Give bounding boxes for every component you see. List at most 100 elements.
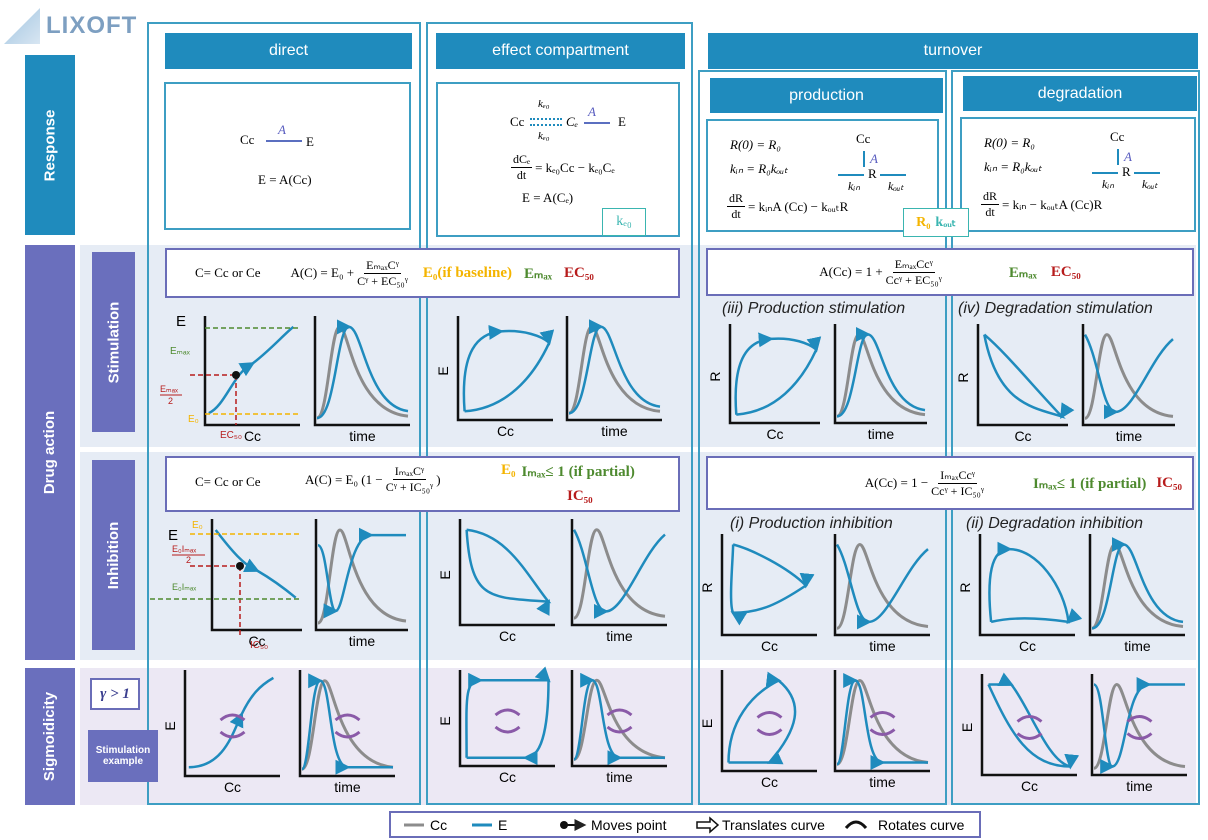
logo-text: LIXOFT bbox=[46, 12, 138, 39]
axes bbox=[183, 670, 280, 778]
x-axis-label: time bbox=[606, 628, 633, 644]
fraction: dCₑ dt bbox=[511, 152, 533, 183]
text: = kₑ₀Cc − kₑ₀Cₑ bbox=[535, 159, 615, 175]
gamma-box: γ > 1 bbox=[90, 678, 140, 710]
fraction: IₘₐₓCᵞ Cᵞ + IC₅₀ᵞ bbox=[386, 464, 434, 495]
y-axis-label: E bbox=[435, 366, 451, 375]
numerator: EₘₐₓCcᵞ bbox=[892, 256, 935, 273]
legend-label: Translates curve bbox=[722, 817, 825, 833]
text: E₀(if baseline) bbox=[422, 264, 512, 281]
text: E bbox=[618, 114, 626, 129]
x-axis-label: Cc bbox=[497, 423, 514, 439]
point bbox=[232, 371, 240, 379]
annotation: E₀Iₘₐₓ bbox=[172, 582, 196, 592]
e-curve bbox=[465, 666, 551, 766]
y-axis-label: R bbox=[957, 582, 973, 592]
e-curve bbox=[836, 326, 926, 418]
fraction: dR dt bbox=[727, 191, 746, 222]
text: IC₅₀ bbox=[567, 488, 593, 504]
annotation: Eₘₐₓ bbox=[170, 346, 191, 357]
text: Cc bbox=[240, 132, 255, 147]
axes bbox=[570, 519, 667, 627]
e-curve bbox=[835, 673, 928, 770]
annotation: IC₅₀ bbox=[250, 640, 268, 651]
arrow bbox=[863, 151, 865, 167]
fraction: EₘₐₓCcᵞ Ccᵞ + EC₅₀ᵞ bbox=[886, 257, 942, 288]
rotate-icon bbox=[1126, 715, 1153, 740]
text: ) bbox=[436, 471, 441, 487]
rotate-icon bbox=[1016, 715, 1043, 740]
axes bbox=[980, 674, 1077, 777]
equation: E = A(Cₑ) bbox=[522, 190, 574, 205]
axes bbox=[1090, 674, 1187, 777]
text: Eₘₐₓ bbox=[524, 265, 553, 282]
e-curve bbox=[987, 672, 1080, 770]
x-axis-label: Cc bbox=[499, 769, 516, 785]
panel-title: (ii) Degradation inhibition bbox=[966, 515, 1143, 532]
text: kᵢₙ bbox=[1102, 177, 1115, 191]
panel-title: (iii) Production stimulation bbox=[722, 300, 906, 317]
formula-box: C= Cc or Ce A(C) = E₀ (1 − IₘₐₓCᵞ Cᵞ + IC₅₀… bbox=[165, 456, 680, 512]
x-axis-label: time bbox=[1116, 428, 1143, 444]
text: E bbox=[306, 134, 314, 149]
e-curve bbox=[1083, 333, 1174, 420]
column-header: direct bbox=[165, 33, 412, 69]
text: C= Cc or Ce bbox=[195, 265, 261, 280]
arrow bbox=[530, 124, 562, 126]
column-frame bbox=[698, 70, 947, 805]
text: kₒᵤₜ bbox=[888, 179, 904, 193]
text: A bbox=[1124, 149, 1132, 164]
column-frame bbox=[951, 70, 1200, 805]
cc-curve bbox=[568, 325, 661, 415]
panel-title: (iv) Degradation stimulation bbox=[958, 300, 1153, 317]
text: kₑ₀ bbox=[538, 130, 550, 142]
point bbox=[236, 562, 244, 570]
text: R(0) = R₀ bbox=[730, 137, 781, 152]
y-axis-label: R bbox=[955, 372, 971, 382]
text: kₒᵤₜ bbox=[1142, 177, 1158, 191]
response-box: R(0) = R₀ kᵢₙ = R₀kₒᵤₜ dR dt = kᵢₙA (Cc) − k… bbox=[706, 119, 939, 232]
axes bbox=[565, 316, 662, 422]
annotation: E₀ bbox=[188, 414, 199, 425]
text: IC₅₀ bbox=[1156, 474, 1182, 491]
y-axis-label: E bbox=[437, 716, 453, 725]
cc-curve bbox=[315, 325, 409, 420]
equation: E = A(Cc) bbox=[258, 172, 312, 187]
column-header: production bbox=[710, 78, 943, 113]
x-axis-label: time bbox=[1126, 778, 1153, 794]
axes bbox=[298, 670, 395, 778]
axes bbox=[456, 316, 553, 422]
e-curve bbox=[727, 671, 797, 765]
badge: R₀ kₒᵤₜ bbox=[903, 208, 969, 237]
arrow bbox=[1117, 149, 1119, 165]
legend-box bbox=[389, 811, 981, 838]
rotate-icon bbox=[494, 708, 521, 734]
text: kᵢₙ = R₀kₒᵤₜ bbox=[984, 159, 1042, 174]
text: R(0) = R₀ bbox=[984, 135, 1035, 150]
axes bbox=[314, 519, 408, 632]
denominator: Cᵞ + IC₅₀ᵞ bbox=[385, 480, 434, 494]
y-axis-label: E bbox=[437, 570, 453, 579]
text: Cₑ bbox=[566, 114, 579, 129]
x-axis-label: time bbox=[606, 769, 633, 785]
row-header: Drug action bbox=[25, 245, 75, 660]
cc-curve bbox=[316, 528, 407, 625]
text: Cc bbox=[510, 114, 525, 129]
fraction: dR dt bbox=[981, 189, 1000, 220]
x-axis-label: time bbox=[349, 428, 376, 444]
formula-box: C= Cc or Ce A(C) = E₀ + EₘₐₓCᵞ Cᵞ + EC₅₀ᵞ E₀… bbox=[165, 248, 680, 298]
text: Cc bbox=[856, 131, 871, 146]
annotation: EC₅₀ bbox=[220, 430, 242, 441]
cc-curve bbox=[1084, 333, 1174, 420]
e-curve bbox=[983, 333, 1075, 419]
text: A bbox=[588, 104, 596, 119]
e-curve bbox=[1091, 537, 1184, 630]
x-axis-label: Cc bbox=[244, 428, 261, 444]
x-axis-label: Cc bbox=[248, 633, 265, 649]
numerator: IₘₐₓCcᵞ bbox=[938, 467, 977, 484]
numerator: dCₑ bbox=[511, 152, 533, 168]
rotate-icon bbox=[334, 713, 361, 739]
column-frame bbox=[147, 22, 421, 805]
derivative: dR dt = kᵢₙ − kₒᵤₜA (Cc)R bbox=[978, 189, 1102, 220]
